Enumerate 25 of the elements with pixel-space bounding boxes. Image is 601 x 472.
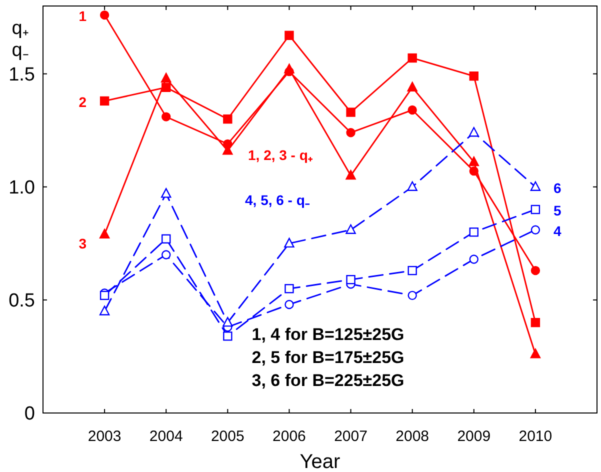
series-label: 6 — [553, 180, 562, 196]
annotation: 4, 5, 6 - q₋ — [245, 192, 310, 208]
x-tick-label: 2008 — [396, 428, 430, 445]
annotation: 2, 5 for B=175±25G — [252, 348, 404, 367]
series-label: 5 — [553, 202, 562, 218]
x-tick-label: 2006 — [272, 428, 306, 445]
x-tick-label: 2007 — [334, 428, 368, 445]
x-tick-label: 2009 — [457, 428, 491, 445]
y-axis-title: q₊ q₋ — [12, 18, 28, 61]
x-tick-label: 2004 — [149, 428, 183, 445]
x-tick-label: 2010 — [518, 428, 552, 445]
y-tick-label: 1.5 — [8, 64, 35, 86]
series-label: 3 — [78, 235, 87, 252]
annotation: 1, 2, 3 - q₊ — [248, 147, 313, 163]
x-tick-label: 2003 — [88, 428, 122, 445]
x-tick-label: 2005 — [210, 428, 244, 445]
series-label: 2 — [78, 94, 87, 110]
annotation: 1, 4 for B=125±25G — [252, 325, 404, 344]
x-axis-title: Year — [300, 451, 341, 472]
series-label: 4 — [553, 222, 562, 239]
y-tick-label: 1.0 — [8, 178, 35, 199]
annotation: 3, 6 for B=225±25G — [252, 371, 404, 390]
series-label: 1 — [78, 8, 87, 24]
y-tick-label: 0.5 — [8, 290, 35, 312]
y-tick-label: 0 — [24, 404, 35, 425]
